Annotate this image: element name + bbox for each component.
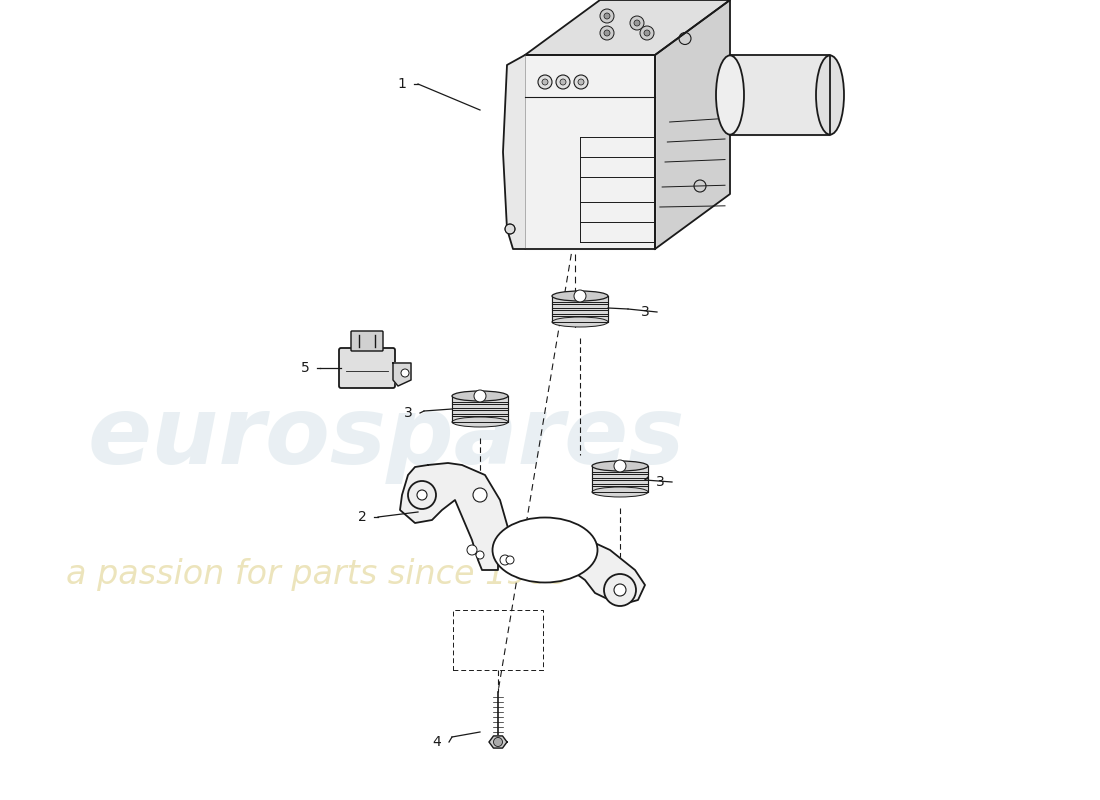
Text: eurospares: eurospares	[88, 392, 685, 484]
Circle shape	[604, 574, 636, 606]
Text: 4: 4	[432, 735, 441, 749]
Polygon shape	[552, 314, 608, 322]
Polygon shape	[525, 55, 654, 249]
Circle shape	[604, 30, 611, 36]
Circle shape	[578, 79, 584, 85]
Text: 3: 3	[640, 305, 649, 319]
Polygon shape	[525, 0, 730, 55]
Circle shape	[574, 75, 589, 89]
Polygon shape	[592, 472, 648, 480]
Circle shape	[556, 75, 570, 89]
Polygon shape	[592, 466, 648, 474]
Polygon shape	[452, 408, 508, 416]
Circle shape	[468, 545, 477, 555]
Polygon shape	[552, 296, 608, 304]
Ellipse shape	[452, 391, 508, 401]
Text: 2: 2	[358, 510, 366, 524]
Text: a passion for parts since 1985: a passion for parts since 1985	[66, 558, 570, 591]
Ellipse shape	[816, 55, 844, 134]
Circle shape	[494, 738, 503, 746]
Text: 5: 5	[300, 361, 309, 375]
Polygon shape	[503, 55, 525, 249]
Circle shape	[634, 20, 640, 26]
Circle shape	[574, 290, 586, 302]
Ellipse shape	[552, 317, 608, 327]
Circle shape	[604, 13, 611, 19]
Text: 3: 3	[656, 475, 664, 489]
Circle shape	[614, 460, 626, 472]
Ellipse shape	[452, 417, 508, 427]
Circle shape	[408, 481, 436, 509]
Circle shape	[538, 75, 552, 89]
Circle shape	[600, 9, 614, 23]
Ellipse shape	[716, 55, 744, 134]
Polygon shape	[490, 736, 507, 748]
Polygon shape	[452, 414, 508, 422]
Polygon shape	[393, 363, 411, 386]
Circle shape	[476, 551, 484, 559]
Ellipse shape	[493, 518, 597, 582]
Polygon shape	[552, 302, 608, 310]
Circle shape	[505, 224, 515, 234]
FancyBboxPatch shape	[351, 331, 383, 351]
Circle shape	[473, 488, 487, 502]
Circle shape	[402, 369, 409, 377]
Circle shape	[417, 490, 427, 500]
Circle shape	[500, 555, 510, 565]
Polygon shape	[552, 308, 608, 316]
Polygon shape	[592, 478, 648, 486]
Circle shape	[506, 556, 514, 564]
Ellipse shape	[552, 291, 608, 301]
Polygon shape	[452, 396, 508, 404]
Text: 1: 1	[397, 77, 406, 91]
Text: 3: 3	[404, 406, 412, 420]
Ellipse shape	[592, 461, 648, 471]
Circle shape	[542, 79, 548, 85]
Circle shape	[640, 26, 654, 40]
Polygon shape	[452, 402, 508, 410]
Circle shape	[630, 16, 644, 30]
Circle shape	[600, 26, 614, 40]
Ellipse shape	[592, 487, 648, 497]
Polygon shape	[654, 0, 730, 249]
Circle shape	[614, 584, 626, 596]
Polygon shape	[400, 463, 645, 605]
FancyBboxPatch shape	[339, 348, 395, 388]
Circle shape	[644, 30, 650, 36]
Circle shape	[560, 79, 566, 85]
Polygon shape	[730, 55, 830, 134]
Polygon shape	[592, 484, 648, 492]
Circle shape	[474, 390, 486, 402]
